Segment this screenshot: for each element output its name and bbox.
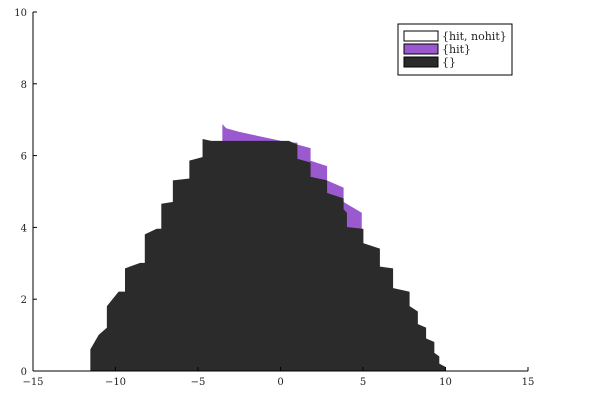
x-tick-label: 15 [522, 377, 535, 388]
legend: {hit, nohit} {hit} {} [397, 23, 513, 76]
x-ticks: −15 −10 −5 0 5 10 15 [22, 367, 534, 388]
area-series-2 [90, 138, 446, 372]
legend-label-empty: {} [442, 56, 456, 69]
x-tick-label: −5 [191, 377, 206, 388]
y-tick-label: 8 [21, 80, 27, 91]
plot-fills [90, 124, 446, 372]
x-tick-label: 0 [277, 377, 283, 388]
x-tick-label: 10 [439, 377, 452, 388]
y-tick-label: 2 [21, 295, 27, 306]
legend-swatch-empty [403, 56, 439, 68]
legend-label-hit-nohit: {hit, nohit} [442, 30, 507, 43]
y-tick-label: 0 [21, 367, 27, 378]
y-tick-label: 10 [14, 8, 27, 19]
x-tick-label: −10 [105, 377, 126, 388]
legend-swatch-hit-nohit [403, 30, 439, 42]
y-ticks: 0 2 4 6 8 10 [14, 8, 37, 378]
y-tick-label: 6 [21, 152, 27, 163]
y-tick-label: 4 [21, 223, 27, 234]
legend-label-hit: {hit} [442, 43, 471, 56]
x-tick-label: 5 [360, 377, 366, 388]
x-tick-label: −15 [22, 377, 43, 388]
legend-swatch-hit [403, 43, 439, 55]
